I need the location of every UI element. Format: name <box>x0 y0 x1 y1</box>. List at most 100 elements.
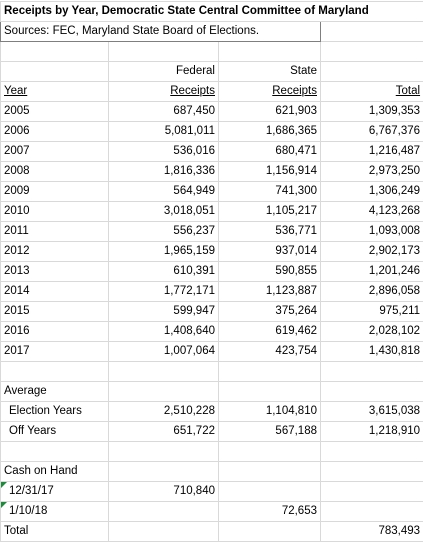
column-header: Receipts <box>219 82 321 102</box>
amount-cell-text: 680,471 <box>275 145 317 157</box>
amount-cell-text: 1,123,887 <box>266 285 317 297</box>
sheet-row <box>1 42 423 62</box>
row-label: Total <box>1 522 109 542</box>
amount-cell-text: 651,722 <box>173 425 215 437</box>
cell <box>321 362 423 382</box>
amount-cell-text: 536,771 <box>275 225 317 237</box>
amount-cell: 3,615,038 <box>321 402 423 422</box>
amount-cell-text: 6,767,376 <box>369 125 420 137</box>
amount-cell: 1,430,818 <box>321 342 423 362</box>
year-cell-text: 2006 <box>4 125 30 137</box>
amount-cell: 1,772,171 <box>109 282 219 302</box>
cell <box>109 442 219 462</box>
year-cell: 2010 <box>1 202 109 222</box>
cell <box>219 382 321 402</box>
amount-cell-text: 567,188 <box>275 425 317 437</box>
amount-cell: 1,816,336 <box>109 162 219 182</box>
section-label-text: Cash on Hand <box>4 465 78 477</box>
date-cell: 1/10/18 <box>1 502 109 522</box>
year-cell-text: 2007 <box>4 145 30 157</box>
cell <box>321 42 423 62</box>
year-cell-text: 2012 <box>4 245 30 257</box>
amount-cell-text: 1,105,217 <box>266 205 317 217</box>
cell <box>321 502 423 522</box>
sheet-row: Cash on Hand <box>1 462 423 482</box>
sheet-row: 2009 564,949 741,300 1,306,249 <box>1 182 423 202</box>
amount-cell: 1,104,810 <box>219 402 321 422</box>
column-header-text: Total <box>396 85 420 97</box>
amount-cell-text: 556,237 <box>173 225 215 237</box>
amount-cell: 975,211 <box>321 302 423 322</box>
year-cell: 2016 <box>1 322 109 342</box>
amount-cell: 536,771 <box>219 222 321 242</box>
amount-cell-text: 710,840 <box>173 485 215 497</box>
column-header: Receipts <box>109 82 219 102</box>
sheet-row: Receipts by Year, Democratic State Centr… <box>1 2 423 22</box>
amount-cell-text: 599,947 <box>173 305 215 317</box>
sheet-row <box>1 362 423 382</box>
cell <box>321 482 423 502</box>
amount-cell-text: 2,028,102 <box>369 325 420 337</box>
amount-cell: 1,309,353 <box>321 102 423 122</box>
sources-note: Sources: FEC, Maryland State Board of El… <box>1 22 321 42</box>
column-header-text: Year <box>4 85 27 97</box>
amount-cell: 651,722 <box>109 422 219 442</box>
row-label: Off Years <box>1 422 109 442</box>
year-cell: 2011 <box>1 222 109 242</box>
cell <box>109 42 219 62</box>
year-cell-text: 2009 <box>4 185 30 197</box>
year-cell-text: 2011 <box>4 225 29 237</box>
amount-cell: 1,201,246 <box>321 262 423 282</box>
amount-cell-text: 3,018,051 <box>164 205 215 217</box>
amount-cell: 1,123,887 <box>219 282 321 302</box>
cell <box>219 442 321 462</box>
amount-cell-text: 687,450 <box>173 105 215 117</box>
cell <box>1 362 109 382</box>
row-label-text: Election Years <box>9 405 82 417</box>
year-cell-text: 2005 <box>4 105 30 117</box>
amount-cell: 536,016 <box>109 142 219 162</box>
year-cell: 2017 <box>1 342 109 362</box>
cell <box>321 22 423 42</box>
amount-cell: 687,450 <box>109 102 219 122</box>
amount-cell: 710,840 <box>109 482 219 502</box>
row-label: Election Years <box>1 402 109 422</box>
amount-cell: 1,093,008 <box>321 222 423 242</box>
amount-cell-text: 1,965,159 <box>164 245 215 257</box>
amount-cell: 6,767,376 <box>321 122 423 142</box>
amount-cell: 72,653 <box>219 502 321 522</box>
amount-cell-text: 564,949 <box>173 185 215 197</box>
sheet-title: Receipts by Year, Democratic State Centr… <box>1 2 423 22</box>
amount-cell-text: 1,216,487 <box>369 145 420 157</box>
cell <box>321 382 423 402</box>
cell <box>219 362 321 382</box>
amount-cell: 1,216,487 <box>321 142 423 162</box>
amount-cell-text: 72,653 <box>282 505 317 517</box>
sheet-row: 2007 536,016 680,471 1,216,487 <box>1 142 423 162</box>
amount-cell-text: 536,016 <box>173 145 215 157</box>
amount-cell: 1,218,910 <box>321 422 423 442</box>
amount-cell-text: 741,300 <box>275 185 317 197</box>
sheet-row <box>1 442 423 462</box>
amount-cell: 556,237 <box>109 222 219 242</box>
year-cell: 2012 <box>1 242 109 262</box>
amount-cell: 1,306,249 <box>321 182 423 202</box>
amount-cell-text: 1,408,640 <box>164 325 215 337</box>
cell <box>219 462 321 482</box>
amount-cell-text: 1,156,914 <box>266 165 317 177</box>
amount-cell-text: 590,855 <box>275 265 317 277</box>
column-group: Federal <box>109 62 219 82</box>
amount-cell-text: 1,686,365 <box>266 125 317 137</box>
column-group-text: Federal <box>176 65 215 77</box>
amount-cell: 590,855 <box>219 262 321 282</box>
amount-cell-text: 375,264 <box>275 305 317 317</box>
row-label-text: Off Years <box>9 425 56 437</box>
